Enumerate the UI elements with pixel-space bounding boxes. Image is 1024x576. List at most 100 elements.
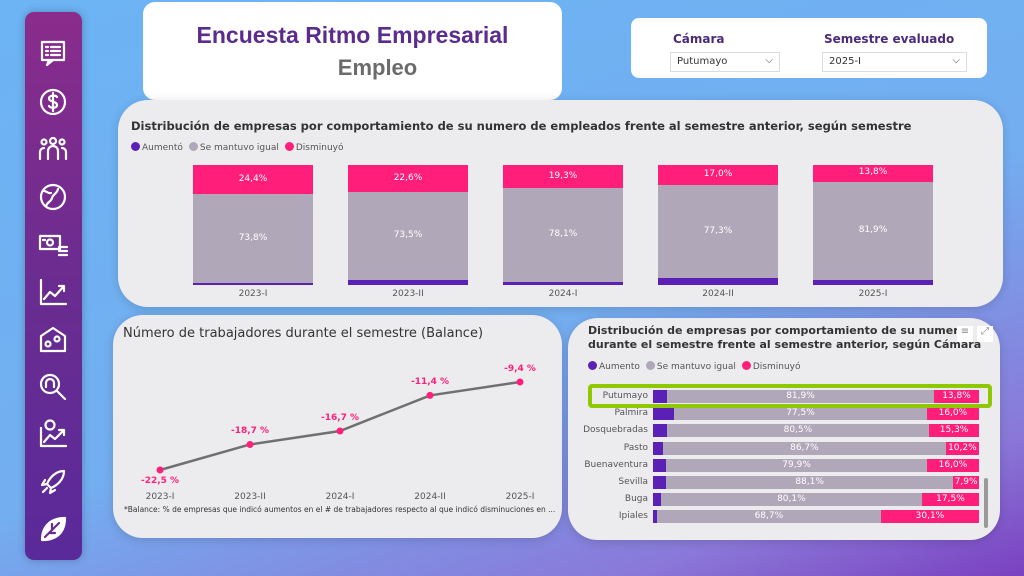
chart-footnote: *Balance: % de empresas que indicó aumen… <box>124 505 556 514</box>
bar-segment-aumento <box>503 281 623 285</box>
data-label: -9,4 % <box>504 363 536 374</box>
bar-segment-aumento <box>653 458 667 472</box>
chart-title-line1: Distribución de empresas por comportamie… <box>588 324 958 337</box>
factory-gears-icon[interactable] <box>35 321 71 357</box>
bar-segment-aumento <box>653 493 661 507</box>
bar-data-label: 22,6% <box>393 172 423 183</box>
balance-line-chart <box>156 378 524 474</box>
page-title: Encuesta Ritmo Empresarial <box>196 22 509 48</box>
bar-segment-igual: 73,5% <box>348 192 468 281</box>
bar-data-label: 16,0% <box>938 408 968 419</box>
leaf-icon[interactable] <box>35 511 71 547</box>
bar-segment-disminuyo: 16,0% <box>926 407 979 421</box>
bar-data-label: 81,9% <box>858 224 888 235</box>
x-tick-label: 2024-I <box>548 289 578 299</box>
bar-segment-igual: 80,1% <box>660 493 922 507</box>
sidebar-nav <box>25 12 82 560</box>
bar-segment-igual: 86,7% <box>663 441 946 455</box>
focus-mode-icon[interactable]: ⤢ <box>977 326 993 342</box>
bar-segment-aumento <box>653 424 667 438</box>
bar-segment-aumento <box>653 407 675 421</box>
money-bills-icon[interactable] <box>35 226 71 262</box>
bar-segment-disminuyo: 7,9% <box>953 476 979 489</box>
bar-segment-disminuyo: 16,0% <box>926 458 979 472</box>
bar-segment-disminuyo: 13,8% <box>934 390 979 403</box>
legend-item-aumento: Aumento <box>588 361 640 372</box>
balance-point <box>336 427 344 435</box>
bar-segment-disminuyo: 30,1% <box>880 510 979 524</box>
balance-panel: Número de trabajadores durante el semest… <box>113 315 562 538</box>
bar-segment-aumento <box>653 441 664 455</box>
chart-title: Número de trabajadores durante el semest… <box>123 326 484 341</box>
bar-data-label: 10,2% <box>948 442 977 453</box>
bar-segment-disminuyo: 17,5% <box>921 493 979 507</box>
globe-icon[interactable] <box>35 179 71 215</box>
dollar-growth-icon[interactable] <box>35 416 71 452</box>
bar-data-label: 15,3% <box>939 425 969 436</box>
bar-column: 77,3% 17,0% <box>658 165 778 285</box>
x-tick-label: 2023-II <box>234 492 266 502</box>
search-people-icon[interactable] <box>35 369 71 405</box>
semestre-value: 2025-I <box>829 56 862 67</box>
chart-title-line2: durante el semestre frente al semestre a… <box>588 338 982 351</box>
camara-value: Putumayo <box>677 56 728 67</box>
bar-segment-igual: 88,1% <box>666 476 954 489</box>
dollar-coin-icon[interactable] <box>35 84 71 120</box>
rocket-icon[interactable] <box>35 464 71 500</box>
legend-item-disminuyo: Disminuyó <box>741 361 801 372</box>
trend-chart-icon[interactable] <box>35 274 71 310</box>
data-label: -16,7 % <box>320 413 360 424</box>
people-group-icon[interactable] <box>35 131 71 167</box>
chevron-down-icon: ⌵ <box>952 55 960 66</box>
bar-segment-aumento <box>348 280 468 285</box>
x-tick-label: 2024-II <box>702 289 734 299</box>
x-tick-label: 2025-I <box>858 289 888 299</box>
semestre-label: Semestre evaluado <box>824 32 955 46</box>
bar-segment-igual: 68,7% <box>656 510 881 524</box>
x-tick-label: 2023-I <box>145 492 175 502</box>
survey-chat-icon[interactable] <box>35 36 71 72</box>
data-label: -18,7 % <box>230 426 270 437</box>
bar-data-label: 73,8% <box>238 232 268 243</box>
bar-data-label: 19,3% <box>548 170 578 181</box>
bar-segment-igual: 77,3% <box>658 185 778 279</box>
balance-line <box>159 380 521 472</box>
camara-dropdown[interactable]: Putumayo ⌵ <box>670 52 780 72</box>
bar-column: 81,9% 13,8% <box>813 165 933 285</box>
bar-segment-disminuyo: 15,3% <box>929 424 979 438</box>
camara-distribution-panel: Distribución de empresas por comportamie… <box>568 318 1000 540</box>
bar-data-label: 86,7% <box>790 442 819 453</box>
title-card: Encuesta Ritmo Empresarial Empleo <box>143 2 562 100</box>
bar-data-label: 13,8% <box>942 391 971 401</box>
bar-segment-igual: 81,9% <box>813 181 933 280</box>
bar-data-label: 16,0% <box>938 459 968 470</box>
bar-segment-igual: 73,8% <box>193 194 313 283</box>
row-label: Palmira <box>614 408 648 419</box>
bar-segment-aumento <box>653 510 657 524</box>
bar-segment-disminuyo: 13,8% <box>813 165 933 182</box>
bar-data-label: 81,9% <box>786 391 815 401</box>
bar-segment-igual: 77,5% <box>674 407 927 421</box>
x-tick-label: 2023-II <box>392 289 424 299</box>
filter-icon[interactable]: ≡ <box>957 326 973 342</box>
bar-segment-disminuyo: 10,2% <box>945 441 979 455</box>
scrollbar[interactable] <box>984 478 988 528</box>
bar-segment-aumento <box>653 476 667 489</box>
bar-data-label: 17,0% <box>703 169 733 180</box>
bar-segment-igual: 79,9% <box>666 458 927 472</box>
row-label: Buenaventura <box>584 459 648 470</box>
legend-item-disminuyo: Disminuyó <box>284 142 344 153</box>
bar-segment-igual: 81,9% <box>667 390 934 403</box>
bar-data-label: 78,1% <box>548 229 578 240</box>
balance-point <box>426 391 434 399</box>
bar-data-label: 88,1% <box>795 477 824 487</box>
semestre-dropdown[interactable]: 2025-I ⌵ <box>822 52 967 72</box>
bar-column: 78,1% 19,3% <box>503 165 623 285</box>
row-label: Dosquebradas <box>583 425 648 436</box>
balance-point <box>246 440 254 448</box>
bar-column: 73,5% 22,6% <box>348 165 468 285</box>
legend-item-aumento: Aumentó <box>131 142 183 153</box>
bar-segment-aumento <box>193 282 313 285</box>
x-tick-label: 2024-I <box>325 492 355 502</box>
bar-data-label: 77,3% <box>703 225 733 236</box>
